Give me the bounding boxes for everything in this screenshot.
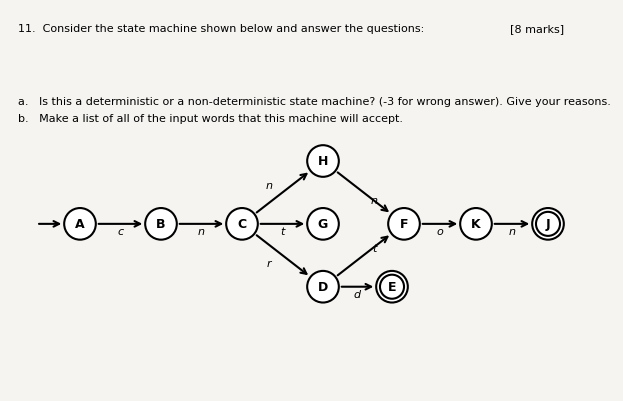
Text: G: G: [318, 218, 328, 231]
Circle shape: [376, 271, 408, 303]
Text: J: J: [546, 218, 550, 231]
Circle shape: [307, 209, 339, 240]
Text: 11.  Consider the state machine shown below and answer the questions:: 11. Consider the state machine shown bel…: [18, 24, 424, 34]
Text: F: F: [400, 218, 408, 231]
Circle shape: [145, 209, 177, 240]
Text: [8 marks]: [8 marks]: [510, 24, 564, 34]
Text: b.   Make a list of all of the input words that this machine will accept.: b. Make a list of all of the input words…: [18, 114, 403, 124]
Text: o: o: [437, 227, 444, 237]
Circle shape: [307, 271, 339, 303]
Text: n: n: [198, 227, 205, 237]
Text: D: D: [318, 281, 328, 294]
Text: a.   Is this a deterministic or a non-deterministic state machine? (-3 for wrong: a. Is this a deterministic or a non-dete…: [18, 97, 611, 107]
Text: d: d: [354, 290, 361, 300]
Circle shape: [64, 209, 96, 240]
Text: t: t: [280, 227, 285, 237]
Text: H: H: [318, 155, 328, 168]
Circle shape: [388, 209, 420, 240]
Text: r: r: [267, 258, 272, 268]
Text: t: t: [372, 243, 376, 253]
Text: n: n: [508, 227, 515, 237]
Circle shape: [460, 209, 492, 240]
Text: n: n: [266, 180, 273, 190]
Text: B: B: [156, 218, 166, 231]
Circle shape: [532, 209, 564, 240]
Circle shape: [226, 209, 258, 240]
Text: C: C: [237, 218, 247, 231]
Circle shape: [307, 146, 339, 177]
Text: c: c: [118, 227, 123, 237]
Text: A: A: [75, 218, 85, 231]
Text: E: E: [388, 281, 396, 294]
Text: K: K: [471, 218, 481, 231]
Text: n: n: [371, 195, 378, 205]
